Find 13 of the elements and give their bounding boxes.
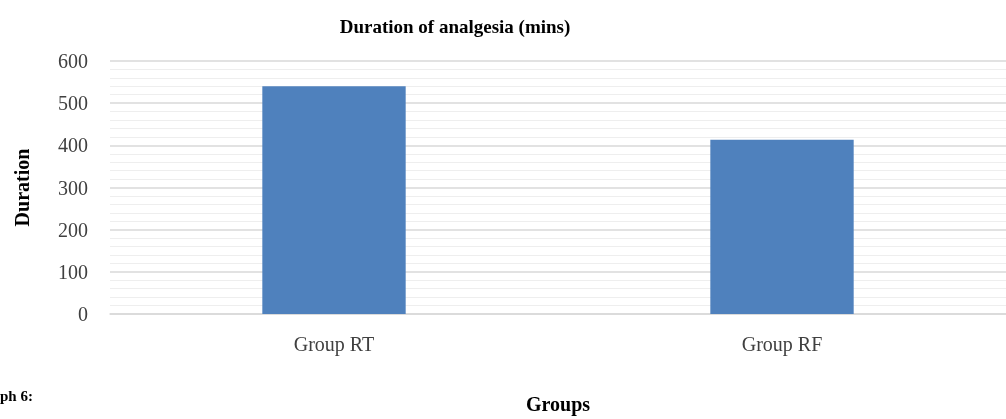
text: ph 6: xyxy=(0,387,33,404)
y-tick-label: 600 xyxy=(58,50,88,72)
y-tick-label: 300 xyxy=(58,176,88,199)
x-tick-label: Group RF xyxy=(741,333,823,356)
y-tick-label: 0 xyxy=(78,303,88,325)
y-tick-label: 100 xyxy=(58,260,88,283)
x-tick-label: Group RT xyxy=(293,333,375,356)
y-tick-label: 400 xyxy=(58,134,88,157)
x-axis-title: Groups xyxy=(525,393,591,416)
y-axis-title: Duration xyxy=(11,148,33,227)
y-tick-label: 500 xyxy=(58,92,88,115)
y-tick-label: 200 xyxy=(58,218,88,241)
chart-title: Duration of analgesia (mins) xyxy=(339,16,571,38)
